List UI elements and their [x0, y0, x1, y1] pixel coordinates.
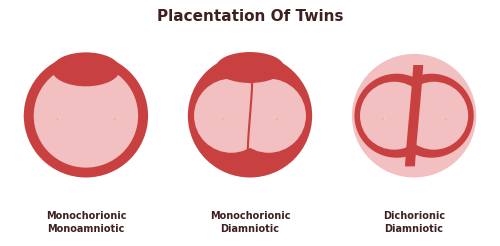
Ellipse shape — [275, 119, 276, 120]
Ellipse shape — [360, 82, 428, 150]
Polygon shape — [405, 65, 423, 166]
Ellipse shape — [58, 119, 59, 120]
Ellipse shape — [34, 64, 138, 168]
Polygon shape — [223, 118, 226, 120]
Ellipse shape — [224, 119, 225, 120]
Ellipse shape — [113, 119, 114, 120]
Text: Monochorionic
Monoamniotic: Monochorionic Monoamniotic — [46, 211, 126, 234]
Ellipse shape — [389, 74, 474, 158]
Ellipse shape — [24, 54, 148, 178]
Ellipse shape — [224, 118, 225, 119]
Ellipse shape — [24, 104, 148, 127]
Ellipse shape — [275, 118, 276, 119]
Text: Monochorionic
Diamniotic: Monochorionic Diamniotic — [210, 211, 290, 234]
Polygon shape — [444, 118, 446, 120]
Text: Dichorionic
Diamniotic: Dichorionic Diamniotic — [383, 211, 445, 234]
Ellipse shape — [400, 82, 468, 150]
Polygon shape — [382, 118, 385, 120]
Polygon shape — [112, 118, 115, 120]
Polygon shape — [57, 118, 60, 120]
Ellipse shape — [113, 118, 114, 119]
Ellipse shape — [194, 79, 268, 153]
Ellipse shape — [52, 52, 120, 86]
Ellipse shape — [444, 118, 445, 119]
Ellipse shape — [188, 54, 312, 178]
Polygon shape — [274, 118, 277, 120]
Ellipse shape — [58, 118, 59, 119]
Ellipse shape — [352, 54, 476, 178]
Ellipse shape — [216, 52, 284, 83]
Text: Placentation Of Twins: Placentation Of Twins — [157, 9, 343, 24]
Ellipse shape — [354, 74, 439, 158]
Ellipse shape — [232, 79, 306, 153]
